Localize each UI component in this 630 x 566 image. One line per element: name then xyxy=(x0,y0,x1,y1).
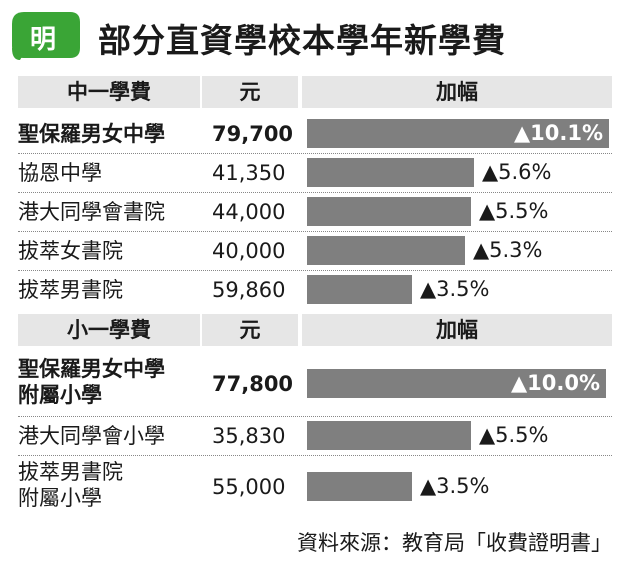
increase-bar xyxy=(307,472,412,501)
increase-bar xyxy=(307,119,609,148)
column-header-0: 小一學費 xyxy=(18,314,200,346)
primary-fees-section: 小一學費元加幅聖保羅男女中學 附屬小學 77,800 ▲10.0% 港大同學會小學 35… xyxy=(0,314,630,524)
row-divider xyxy=(18,270,612,271)
ming-pao-logo: 明 xyxy=(10,10,82,62)
increase-bar xyxy=(307,236,465,265)
increase-bar xyxy=(307,421,471,450)
school-name: 拔萃男書院 xyxy=(18,278,123,302)
fee-value: 35,830 xyxy=(212,424,286,448)
fee-value: 44,000 xyxy=(212,200,286,224)
fee-value: 77,800 xyxy=(212,372,294,396)
column-header-2: 加幅 xyxy=(302,314,612,346)
column-header-1: 元 xyxy=(202,314,298,346)
fee-value: 55,000 xyxy=(212,475,286,499)
increase-bar xyxy=(307,197,471,226)
chart-title: 部分直資學校本學年新學費 xyxy=(98,21,506,60)
row-divider xyxy=(18,153,612,154)
increase-label: ▲5.5% xyxy=(479,423,549,447)
header: 明 部分直資學校本學年新學費 xyxy=(0,0,630,72)
fee-value: 59,860 xyxy=(212,278,286,302)
row-divider xyxy=(18,192,612,193)
increase-label: ▲5.5% xyxy=(479,199,549,223)
logo-icon xyxy=(12,12,80,60)
increase-bar xyxy=(307,158,474,187)
increase-label: ▲5.6% xyxy=(482,160,552,184)
row-divider xyxy=(18,416,612,417)
increase-label: ▲3.5% xyxy=(420,277,490,301)
row-divider xyxy=(18,231,612,232)
column-header-2: 加幅 xyxy=(302,76,612,108)
school-name: 拔萃女書院 xyxy=(18,239,123,263)
increase-bar xyxy=(307,275,412,304)
secondary-fees-section: 中一學費元加幅聖保羅男女中學 79,700 ▲10.1% 協恩中學 41,350 ▲5.6… xyxy=(0,76,630,304)
school-name: 聖保羅男女中學 xyxy=(18,122,165,146)
row-divider xyxy=(18,455,612,456)
school-name: 協恩中學 xyxy=(18,161,102,185)
increase-bar xyxy=(307,369,606,398)
school-name: 港大同學會書院 xyxy=(18,200,165,224)
fee-value: 40,000 xyxy=(212,239,286,263)
increase-label: ▲10.0% xyxy=(510,371,600,395)
school-name: 港大同學會小學 xyxy=(18,424,165,448)
school-name: 拔萃男書院 附屬小學 xyxy=(18,460,123,510)
increase-label: ▲3.5% xyxy=(420,474,490,498)
logo-text: 明 xyxy=(30,25,57,55)
column-header-0: 中一學費 xyxy=(18,76,200,108)
school-name: 聖保羅男女中學 附屬小學 xyxy=(18,357,165,407)
increase-label: ▲10.1% xyxy=(513,121,603,145)
column-header-1: 元 xyxy=(202,76,298,108)
increase-label: ▲5.3% xyxy=(473,238,543,262)
fee-value: 41,350 xyxy=(212,161,286,185)
fee-value: 79,700 xyxy=(212,122,294,146)
source-note: 資料來源：教育局「收費證明書」 xyxy=(297,531,612,555)
